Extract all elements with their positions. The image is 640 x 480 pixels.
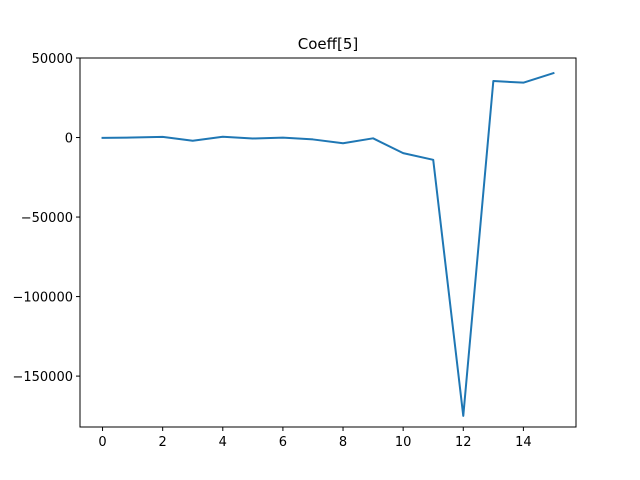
x-tick-label: 14 xyxy=(515,435,532,450)
x-tick-label: 10 xyxy=(395,435,412,450)
chart-title: Coeff[5] xyxy=(298,35,358,53)
plot-area-frame xyxy=(79,57,577,428)
ticks-layer: 0 2 4 6 8 10 12 14 50000 0 −50000 −100000 −150000 xyxy=(12,52,531,450)
y-tick-label: −150000 xyxy=(12,370,73,385)
x-tick-label: 0 xyxy=(98,435,106,450)
y-tick-label: 0 xyxy=(65,132,73,147)
y-tick-label: 50000 xyxy=(32,52,73,67)
series-layer xyxy=(101,71,555,417)
x-tick-label: 8 xyxy=(339,435,347,450)
x-tick-label: 6 xyxy=(279,435,287,450)
y-tick-label: −100000 xyxy=(12,291,73,306)
x-tick-label: 12 xyxy=(455,435,472,450)
series-line xyxy=(101,71,555,417)
x-tick-label: 4 xyxy=(219,435,227,450)
y-tick-label: −50000 xyxy=(21,211,73,226)
x-tick-label: 2 xyxy=(159,435,167,450)
